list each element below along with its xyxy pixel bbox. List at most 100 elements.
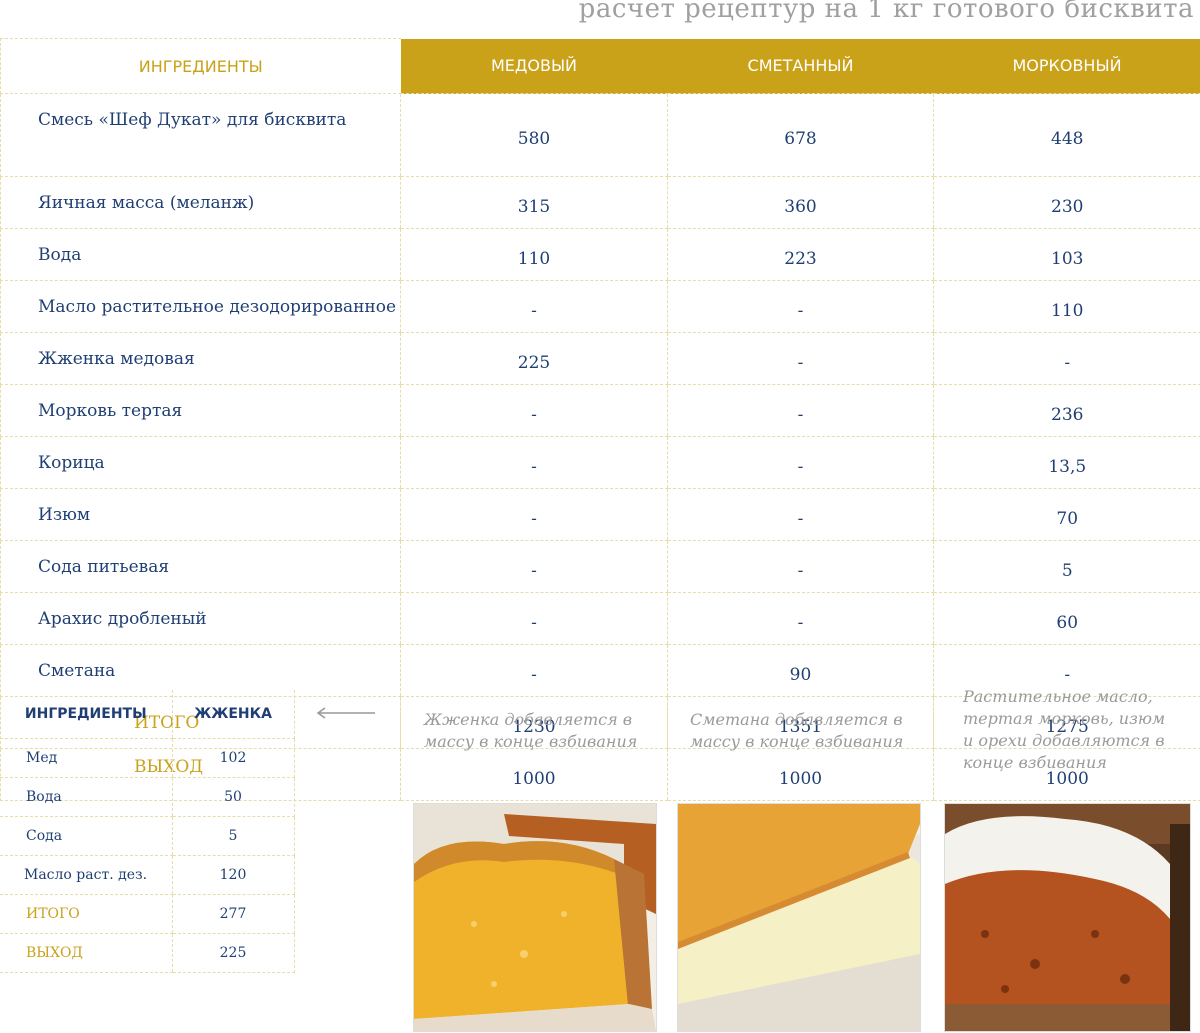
table-row: Морковь тертая - - 236 bbox=[0, 384, 1200, 437]
small-header-burnt-sugar: ЖЖЕНКА bbox=[171, 690, 295, 739]
header-honey: МЕДОВЫЙ bbox=[400, 38, 668, 94]
value-honey: - bbox=[400, 436, 668, 489]
table-row: Мед 102 bbox=[0, 738, 295, 778]
table-row: Сода питьевая - - 5 bbox=[0, 540, 1200, 593]
value-honey: - bbox=[400, 384, 668, 437]
header-ingredients: ИНГРЕДИЕНТЫ bbox=[0, 38, 401, 94]
small-total-value: 277 bbox=[171, 894, 295, 934]
small-ingredient-name: Вода bbox=[0, 777, 172, 817]
value-sour-cream: 360 bbox=[667, 176, 934, 229]
value-sour-cream: - bbox=[667, 280, 934, 333]
small-output-row: ВЫХОД 225 bbox=[0, 933, 295, 973]
table-row: Смесь «Шеф Дукат» для бисквита 580 678 4… bbox=[0, 93, 1200, 177]
burnt-sugar-header: ИНГРЕДИЕНТЫ ЖЖЕНКА bbox=[0, 690, 295, 739]
value-carrot: 60 bbox=[933, 592, 1200, 645]
value-sour-cream: - bbox=[667, 540, 934, 593]
divider bbox=[933, 673, 934, 791]
value-carrot: 5 bbox=[933, 540, 1200, 593]
small-ingredient-value: 50 bbox=[171, 777, 295, 817]
page-subtitle: расчет рецептур на 1 кг готового бисквит… bbox=[578, 0, 1194, 24]
table-row: Сметана - 90 - bbox=[0, 644, 1200, 697]
value-carrot: 13,5 bbox=[933, 436, 1200, 489]
value-carrot: - bbox=[933, 332, 1200, 385]
value-honey: - bbox=[400, 644, 668, 697]
value-honey: 225 bbox=[400, 332, 668, 385]
small-total-row: ИТОГО 277 bbox=[0, 894, 295, 934]
header-sour-cream: СМЕТАННЫЙ bbox=[667, 38, 934, 94]
sour-cream-cake-photo bbox=[677, 803, 921, 1032]
honey-cake-photo bbox=[413, 803, 657, 1032]
value-honey: - bbox=[400, 280, 668, 333]
value-carrot: - bbox=[933, 644, 1200, 697]
value-honey: - bbox=[400, 488, 668, 541]
divider bbox=[400, 673, 401, 791]
small-output-label: ВЫХОД bbox=[0, 933, 172, 973]
total-sour-cream: 1351 bbox=[667, 696, 934, 749]
ingredient-name: Сметана bbox=[0, 644, 401, 697]
ingredient-name: Жженка медовая bbox=[0, 332, 401, 385]
ingredient-name: Морковь тертая bbox=[0, 384, 401, 437]
value-carrot: 103 bbox=[933, 228, 1200, 281]
table-row: Вода 110 223 103 bbox=[0, 228, 1200, 281]
small-ingredient-value: 102 bbox=[171, 738, 295, 778]
value-honey: 110 bbox=[400, 228, 668, 281]
value-carrot: 448 bbox=[933, 93, 1200, 177]
value-sour-cream: - bbox=[667, 384, 934, 437]
small-ingredient-value: 120 bbox=[171, 855, 295, 895]
small-ingredient-value: 5 bbox=[171, 816, 295, 856]
ingredient-name: Арахис дробленый bbox=[0, 592, 401, 645]
table-row: Масло раст. дез. 120 bbox=[0, 855, 295, 895]
small-ingredient-name: Мед bbox=[0, 738, 172, 778]
value-honey: - bbox=[400, 540, 668, 593]
output-carrot: 1000 bbox=[933, 748, 1200, 801]
ingredient-name: Изюм bbox=[0, 488, 401, 541]
header-carrot: МОРКОВНЫЙ bbox=[933, 38, 1200, 94]
ingredient-name: Корица bbox=[0, 436, 401, 489]
value-sour-cream: - bbox=[667, 488, 934, 541]
ingredient-name: Смесь «Шеф Дукат» для бисквита bbox=[0, 93, 401, 177]
total-honey: 1230 bbox=[400, 696, 668, 749]
table-row: Корица - - 13,5 bbox=[0, 436, 1200, 489]
table-row: Масло растительное дезодорированное - - … bbox=[0, 280, 1200, 333]
note-sour-cream: Сметана добавляется в массу в конце взби… bbox=[690, 710, 904, 751]
ingredient-name: Вода bbox=[0, 228, 401, 281]
ingredient-name: Масло растительное дезодорированное bbox=[0, 280, 401, 333]
note-honey: Жженка добавляется в массу в конце взбив… bbox=[424, 710, 638, 751]
small-ingredient-name: Масло раст. дез. bbox=[0, 855, 172, 895]
output-honey: 1000 bbox=[400, 748, 668, 801]
value-sour-cream: - bbox=[667, 592, 934, 645]
small-ingredient-name: Сода bbox=[0, 816, 172, 856]
table-row: Арахис дробленый - - 60 bbox=[0, 592, 1200, 645]
table-row: Изюм - - 70 bbox=[0, 488, 1200, 541]
carrot-cake-photo bbox=[944, 803, 1191, 1032]
small-total-label: ИТОГО bbox=[0, 894, 172, 934]
divider bbox=[667, 673, 668, 791]
total-carrot: 1275 bbox=[933, 696, 1200, 749]
value-sour-cream: 223 bbox=[667, 228, 934, 281]
small-output-value: 225 bbox=[171, 933, 295, 973]
recipe-table: ИНГРЕДИЕНТЫ МЕДОВЫЙ СМЕТАННЫЙ МОРКОВНЫЙ … bbox=[0, 38, 1200, 801]
recipe-table-header: ИНГРЕДИЕНТЫ МЕДОВЫЙ СМЕТАННЫЙ МОРКОВНЫЙ bbox=[0, 38, 1200, 94]
value-sour-cream: - bbox=[667, 436, 934, 489]
value-carrot: 110 bbox=[933, 280, 1200, 333]
value-sour-cream: 90 bbox=[667, 644, 934, 697]
value-sour-cream: 678 bbox=[667, 93, 934, 177]
output-sour-cream: 1000 bbox=[667, 748, 934, 801]
value-carrot: 230 bbox=[933, 176, 1200, 229]
table-row: Жженка медовая 225 - - bbox=[0, 332, 1200, 385]
value-carrot: 70 bbox=[933, 488, 1200, 541]
ingredient-name: Сода питьевая bbox=[0, 540, 401, 593]
arrow-left-icon bbox=[316, 707, 375, 719]
value-sour-cream: - bbox=[667, 332, 934, 385]
value-carrot: 236 bbox=[933, 384, 1200, 437]
burnt-sugar-table: ИНГРЕДИЕНТЫ ЖЖЕНКА Мед 102 Вода 50 Сода … bbox=[0, 690, 295, 973]
small-header-ingredients: ИНГРЕДИЕНТЫ bbox=[0, 690, 172, 739]
table-row: Сода 5 bbox=[0, 816, 295, 856]
ingredient-name: Яичная масса (меланж) bbox=[0, 176, 401, 229]
value-honey: - bbox=[400, 592, 668, 645]
table-row: Яичная масса (меланж) 315 360 230 bbox=[0, 176, 1200, 229]
note-carrot: Растительное масло, тертая морковь, изюм… bbox=[963, 687, 1166, 772]
value-honey: 580 bbox=[400, 93, 668, 177]
value-honey: 315 bbox=[400, 176, 668, 229]
table-row: Вода 50 bbox=[0, 777, 295, 817]
